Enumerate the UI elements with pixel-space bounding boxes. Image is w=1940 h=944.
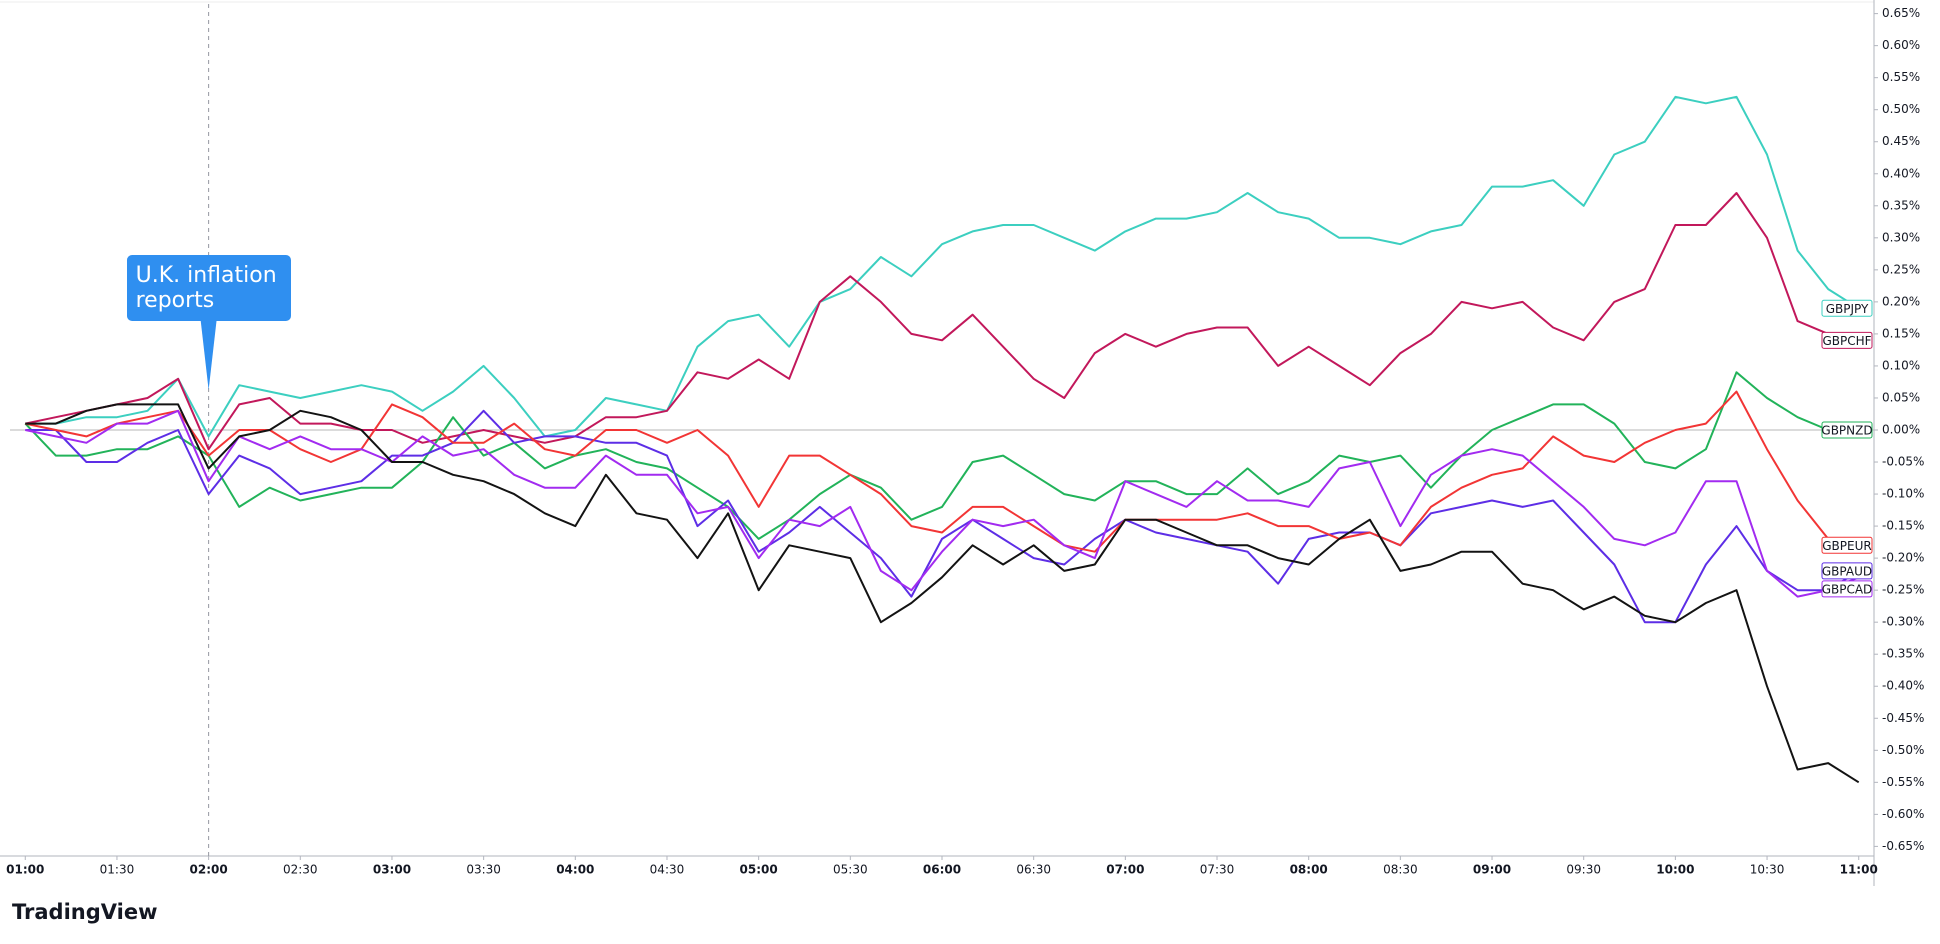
y-tick-label: 0.15%	[1882, 326, 1920, 340]
y-tick-label: -0.55%	[1882, 775, 1924, 789]
x-tick-label: 04:00	[556, 863, 594, 877]
series-label: GBPCAD	[1822, 582, 1873, 596]
y-tick-label: -0.30%	[1882, 615, 1924, 629]
y-tick-label: -0.40%	[1882, 679, 1924, 693]
x-tick-label: 07:00	[1106, 863, 1144, 877]
series-label-box	[1821, 580, 1873, 598]
series-label: GBPAUD	[1822, 564, 1872, 578]
y-tick-label: -0.05%	[1882, 455, 1924, 469]
y-tick-label: -0.25%	[1882, 583, 1924, 597]
series-line	[25, 403, 1860, 784]
series-label-box	[1821, 421, 1873, 439]
series-line	[25, 192, 1859, 451]
x-tick-label: 03:30	[466, 863, 501, 877]
y-tick-label: 0.20%	[1882, 294, 1920, 308]
series-line	[25, 409, 1860, 624]
series-line	[25, 390, 1859, 553]
y-tick-label: -0.45%	[1882, 711, 1924, 725]
series-label-box	[1821, 536, 1873, 554]
x-tick-label: 01:30	[100, 863, 135, 877]
series-label: GBPJPY	[1826, 302, 1869, 316]
y-tick-label: -0.50%	[1882, 743, 1924, 757]
branding: TradingView	[12, 900, 158, 924]
annotation: U.K. inflation reports	[126, 255, 291, 321]
y-tick-label: -0.60%	[1882, 807, 1924, 821]
x-tick-label: 08:00	[1290, 863, 1328, 877]
y-tick-label: -0.10%	[1882, 487, 1924, 501]
y-tick-label: -0.15%	[1882, 519, 1924, 533]
x-tick-label: 01:00	[6, 863, 44, 877]
y-tick-label: 0.50%	[1882, 102, 1920, 116]
y-tick-label: 0.60%	[1882, 38, 1920, 52]
y-tick-label: 0.25%	[1882, 262, 1920, 276]
x-tick-label: 02:30	[283, 863, 318, 877]
x-tick-label: 03:00	[373, 863, 411, 877]
series-line	[24, 371, 1859, 540]
y-tick-label: 0.00%	[1882, 423, 1920, 437]
y-tick-label: 0.65%	[1882, 6, 1920, 20]
x-tick-label: 10:00	[1656, 863, 1694, 877]
series-line	[25, 95, 1860, 438]
y-tick-label: 0.55%	[1882, 70, 1920, 84]
x-tick-label: 05:00	[740, 863, 778, 877]
y-tick-label: 0.45%	[1882, 134, 1920, 148]
y-tick-label: 0.05%	[1882, 390, 1920, 404]
annotation-pointer	[200, 320, 217, 390]
y-tick-label: 0.40%	[1882, 166, 1920, 180]
y-tick-label: 0.10%	[1882, 358, 1920, 372]
y-tick-label: 0.30%	[1882, 230, 1920, 244]
x-tick-label: 07:30	[1200, 863, 1235, 877]
x-tick-label: 09:30	[1566, 863, 1601, 877]
x-tick-label: 02:00	[190, 863, 228, 877]
series-label: GBPNZD	[1821, 424, 1872, 438]
x-tick-label: 05:30	[833, 863, 868, 877]
x-tick-label: 09:00	[1473, 863, 1511, 877]
x-tick-label: 04:30	[650, 863, 685, 877]
y-tick-label: -0.20%	[1882, 551, 1924, 565]
y-tick-label: -0.65%	[1882, 839, 1924, 853]
x-tick-label: 11:00	[1840, 863, 1878, 877]
series-label-box	[1821, 562, 1873, 580]
x-tick-label: 10:30	[1750, 863, 1785, 877]
y-tick-label: -0.35%	[1882, 647, 1924, 661]
series-label-box	[1821, 331, 1873, 349]
x-tick-label: 08:30	[1383, 863, 1418, 877]
x-tick-label: 06:00	[923, 863, 961, 877]
series-label-box	[1821, 299, 1873, 317]
series-label: GBPEUR	[1822, 539, 1871, 553]
series-line	[25, 409, 1860, 598]
series-label: GBPCHF	[1822, 334, 1871, 348]
y-tick-label: 0.35%	[1882, 198, 1920, 212]
x-tick-label: 06:30	[1016, 863, 1051, 877]
